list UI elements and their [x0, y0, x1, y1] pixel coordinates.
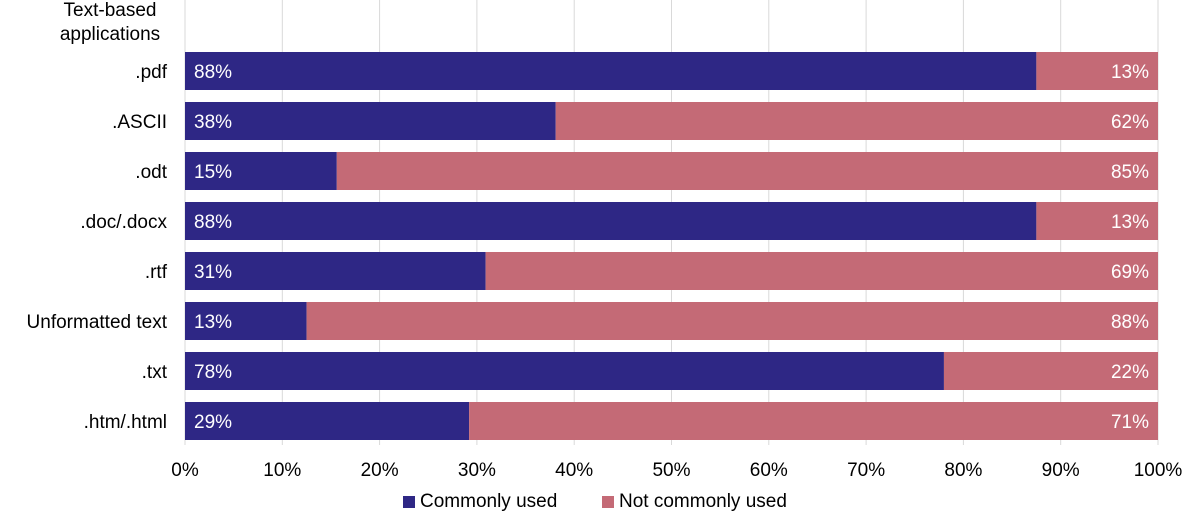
data-label: 13%	[1111, 62, 1149, 83]
category-label: .odt	[135, 162, 167, 183]
bar-segment-not-commonly-used	[485, 252, 1159, 290]
data-label: 13%	[1111, 212, 1149, 233]
x-tick-label: 50%	[652, 460, 690, 481]
x-tick-label: 30%	[458, 460, 496, 481]
x-tick-label: 90%	[1042, 460, 1080, 481]
data-label: 22%	[1111, 362, 1149, 383]
bar-segment-not-commonly-used	[469, 402, 1159, 440]
bars: 88% 13% 38% 62% 15% 85% 88% 13% 31% 69% 13% 88% 78% 2…	[185, 52, 1159, 440]
x-axis-ticks: 0% 10% 20% 30% 40% 50% 60% 70% 80% 90% 100%	[171, 460, 1182, 481]
bar-segment-not-commonly-used	[1036, 52, 1158, 90]
bar-segment-commonly-used	[185, 252, 486, 290]
legend: Commonly used Not commonly used	[403, 491, 787, 512]
x-tick-label: 60%	[750, 460, 788, 481]
bar-segment-commonly-used	[185, 52, 1037, 90]
bar-segment-not-commonly-used	[1036, 202, 1158, 240]
category-label: .pdf	[135, 62, 167, 83]
y-axis-title-line1: Text-based	[64, 0, 157, 21]
data-label: 88%	[1111, 312, 1149, 333]
category-label: Unformatted text	[27, 312, 168, 333]
bar-segment-not-commonly-used	[943, 352, 1158, 390]
x-tick-label: 10%	[263, 460, 301, 481]
data-label: 13%	[194, 312, 232, 333]
x-tick-label: 40%	[555, 460, 593, 481]
category-labels: .pdf .ASCII .odt .doc/.docx .rtf Unformatted …	[27, 62, 168, 433]
bar-segment-not-commonly-used	[336, 152, 1159, 190]
data-label: 88%	[194, 212, 232, 233]
data-label: 88%	[194, 62, 232, 83]
bar-segment-commonly-used	[185, 402, 470, 440]
x-tick-label: 20%	[361, 460, 399, 481]
legend-label: Commonly used	[420, 491, 557, 512]
data-label: 62%	[1111, 112, 1149, 133]
y-axis-title-line2: applications	[60, 24, 160, 45]
x-tick-label: 0%	[171, 460, 199, 481]
category-label: .htm/.html	[84, 412, 167, 433]
legend-swatch	[403, 496, 415, 508]
bar-segment-commonly-used	[185, 152, 337, 190]
bar-segment-not-commonly-used	[555, 102, 1158, 140]
bar-segment-commonly-used	[185, 202, 1037, 240]
data-label: 78%	[194, 362, 232, 383]
category-label: .doc/.docx	[80, 212, 167, 233]
category-label: .ASCII	[112, 112, 167, 133]
data-label: 71%	[1111, 412, 1149, 433]
bar-segment-commonly-used	[185, 352, 944, 390]
bar-segment-commonly-used	[185, 302, 307, 340]
data-label: 31%	[194, 262, 232, 283]
category-label: .rtf	[145, 262, 168, 283]
data-label: 69%	[1111, 262, 1149, 283]
x-tick-label: 100%	[1134, 460, 1183, 481]
legend-swatch	[602, 496, 614, 508]
x-tick-label: 70%	[847, 460, 885, 481]
category-label: .txt	[142, 362, 168, 383]
legend-label: Not commonly used	[619, 491, 787, 512]
bar-segment-not-commonly-used	[306, 302, 1158, 340]
data-label: 29%	[194, 412, 232, 433]
x-tick-label: 80%	[944, 460, 982, 481]
bar-segment-commonly-used	[185, 102, 556, 140]
data-label: 15%	[194, 162, 232, 183]
data-label: 38%	[194, 112, 232, 133]
data-label: 85%	[1111, 162, 1149, 183]
